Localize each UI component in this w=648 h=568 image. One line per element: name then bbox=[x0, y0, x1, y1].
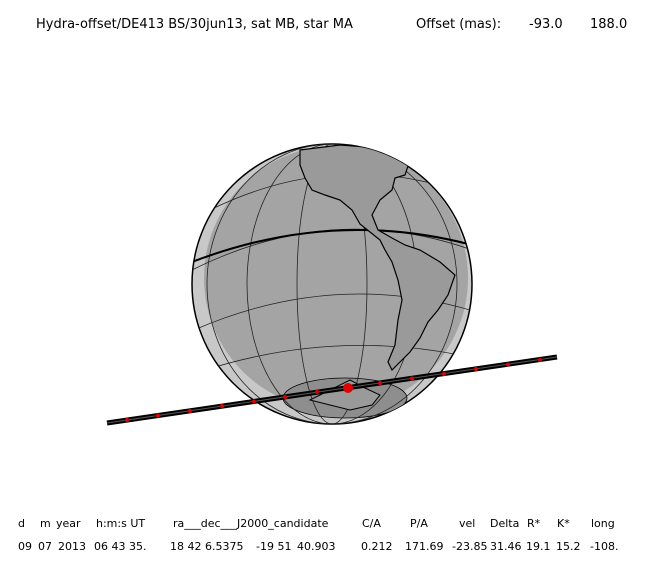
title: Hydra-offset/DE413 BS/30jun13, sat MB, s… bbox=[36, 17, 353, 32]
cell: -23.85 bbox=[452, 540, 487, 553]
cell: 07 bbox=[38, 540, 52, 553]
column-header: C/A bbox=[362, 517, 381, 530]
column-header: P/A bbox=[410, 517, 428, 530]
cell: 15.2 bbox=[556, 540, 581, 553]
cell: 31.46 bbox=[490, 540, 522, 553]
offset-label: Offset (mas): bbox=[416, 17, 501, 32]
column-header: Delta bbox=[490, 517, 519, 530]
column-header: long bbox=[591, 517, 615, 530]
cell: -19 51 bbox=[256, 540, 291, 553]
column-header: K* bbox=[557, 517, 570, 530]
column-header: year bbox=[56, 517, 81, 530]
table: d m year h:m:s UT ra___dec___J2000_candi… bbox=[18, 517, 618, 553]
column-header: R* bbox=[527, 517, 541, 530]
cell: 0.212 bbox=[361, 540, 393, 553]
offset-value: 188.0 bbox=[590, 17, 627, 32]
column-header: ra___dec___J2000_candidate bbox=[173, 517, 329, 530]
column-header: d bbox=[18, 517, 25, 530]
column-header: vel bbox=[459, 517, 475, 530]
cell: 2013 bbox=[58, 540, 86, 553]
column-header: h:m:s UT bbox=[96, 517, 145, 530]
column-header: m bbox=[40, 517, 51, 530]
cell: 6.5375 bbox=[205, 540, 244, 553]
cell: -108. bbox=[590, 540, 618, 553]
cell: 19.1 bbox=[526, 540, 551, 553]
globe bbox=[191, 143, 473, 425]
cell: 40.903 bbox=[297, 540, 336, 553]
cell: 09 bbox=[18, 540, 32, 553]
cell: 171.69 bbox=[405, 540, 444, 553]
offset-value: -93.0 bbox=[529, 17, 563, 32]
continent bbox=[299, 144, 456, 372]
shadow-track bbox=[106, 354, 558, 426]
cell: 18 42 bbox=[170, 540, 202, 553]
cell: 06 43 35. bbox=[94, 540, 146, 553]
